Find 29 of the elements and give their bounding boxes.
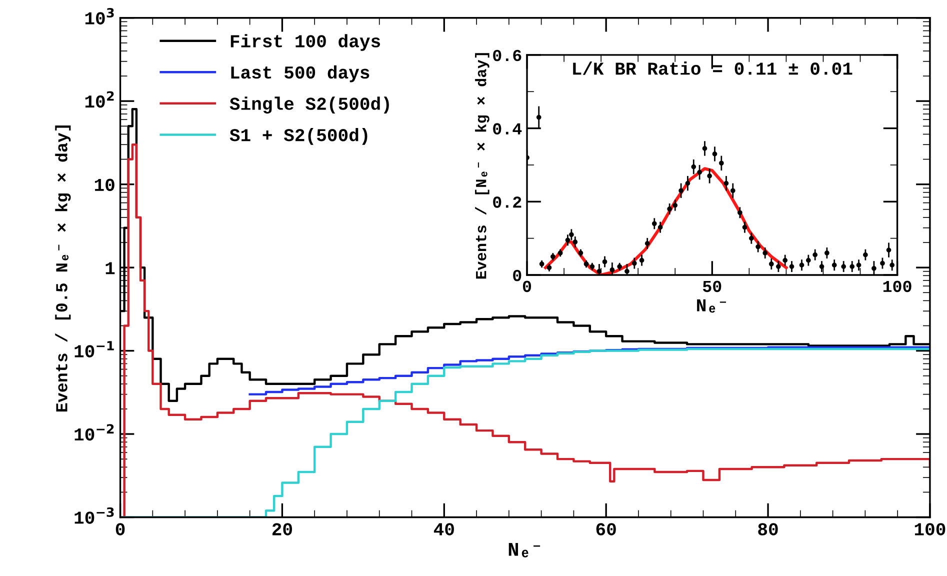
- y-tick-label: 10$^{3}$: [85, 8, 114, 24]
- x-tick-label: 0: [116, 523, 125, 536]
- y-tick-label: 10$^{−1}$: [74, 341, 114, 358]
- y-tick-label: 10: [94, 178, 114, 192]
- x-axis-title: Nₑ⁻: [508, 543, 540, 558]
- y-tick-label: 0.2: [493, 196, 522, 208]
- legend-label: Last 500 days: [231, 65, 370, 82]
- x-tick-label: 60: [596, 523, 616, 536]
- y-tick-label: 0.4: [493, 123, 522, 134]
- x-tick-label: 100: [914, 523, 946, 536]
- legend-label: First 100 days: [230, 34, 380, 51]
- y-tick-label: 1: [106, 262, 115, 274]
- x-tick-label: 20: [272, 523, 292, 536]
- x-tick-label: 40: [434, 523, 454, 536]
- x-tick-label: 0: [522, 280, 532, 292]
- x-tick-label: 100: [883, 280, 912, 292]
- y-tick-label: 10$^{−3}$: [74, 507, 114, 524]
- x-tick-label: 50: [702, 280, 722, 292]
- y-axis-title: Events / [Nₑ⁻ × kg × day]: [475, 53, 490, 279]
- x-tick-label: 80: [758, 523, 778, 536]
- y-tick-label: 10$^{−2}$: [74, 424, 114, 441]
- legend-label: Single S2(500d): [230, 96, 389, 114]
- y-tick-label: 0: [513, 270, 522, 282]
- y-tick-label: 10$^{2}$: [85, 91, 114, 108]
- x-axis-title: Nₑ⁻: [697, 299, 726, 313]
- y-tick-label: 0.6: [493, 50, 522, 62]
- annotation: L/K BR Ratio = 0.11 ± 0.01: [573, 62, 852, 75]
- y-axis-title: Events / [0.5 Nₑ⁻ × kg × day]: [55, 126, 71, 412]
- legend-label: S1 + S2(500d): [230, 128, 368, 145]
